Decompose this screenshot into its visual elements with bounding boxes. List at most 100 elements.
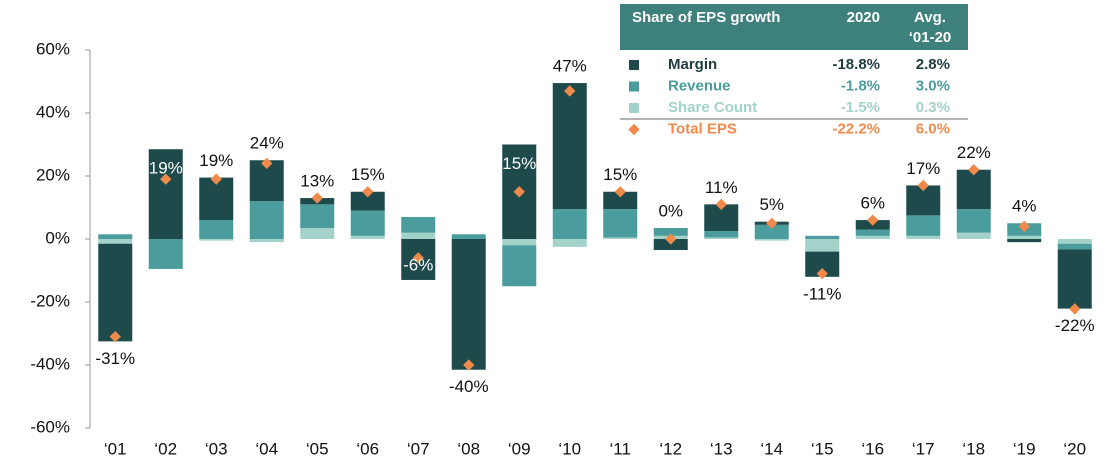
table-header: ‘01-20 bbox=[909, 29, 952, 46]
bar-segment bbox=[956, 209, 991, 233]
x-tick-label: ‘05 bbox=[306, 439, 329, 458]
x-tick-label: ‘07 bbox=[407, 439, 430, 458]
bar-segment bbox=[350, 210, 385, 236]
legend-swatch bbox=[629, 81, 639, 92]
bar-segment bbox=[704, 237, 739, 239]
data-label: 0% bbox=[658, 201, 683, 220]
bar-segment bbox=[148, 149, 183, 239]
table-cell: 0.3% bbox=[916, 99, 950, 116]
data-label: 4% bbox=[1012, 197, 1037, 216]
bar-segment bbox=[552, 83, 587, 210]
table-cell: Revenue bbox=[668, 77, 731, 94]
total-marker bbox=[1069, 303, 1081, 315]
data-label: 6% bbox=[860, 194, 885, 213]
x-tick-label: ‘14 bbox=[760, 439, 783, 458]
table-header-bg bbox=[620, 4, 968, 50]
x-tick-label: ‘16 bbox=[861, 439, 884, 458]
data-label: 19% bbox=[199, 151, 233, 170]
legend-swatch bbox=[629, 60, 639, 70]
total-marker bbox=[311, 192, 323, 204]
bar-segment bbox=[603, 237, 638, 239]
total-marker bbox=[210, 173, 222, 185]
table-header: Share of EPS growth bbox=[632, 9, 780, 26]
data-label: -11% bbox=[803, 284, 841, 303]
data-label: 47% bbox=[553, 57, 587, 76]
x-tick-label: ‘19 bbox=[1013, 439, 1036, 458]
total-marker bbox=[867, 214, 879, 226]
data-label: -40% bbox=[449, 377, 489, 396]
data-label: 24% bbox=[250, 134, 284, 153]
total-marker bbox=[715, 198, 727, 211]
x-tick-label: ‘17 bbox=[912, 439, 935, 458]
bar-segment bbox=[906, 235, 941, 239]
data-label: 19% bbox=[149, 159, 183, 178]
bar-segment bbox=[805, 239, 840, 252]
bar-segment bbox=[855, 229, 890, 236]
y-tick-label: 0% bbox=[45, 228, 70, 247]
bar-segment bbox=[350, 191, 385, 211]
y-tick-label: 20% bbox=[36, 165, 70, 184]
table-cell: -1.5% bbox=[841, 99, 880, 116]
total-marker bbox=[160, 173, 172, 185]
table-cell: Share Count bbox=[668, 99, 757, 116]
bar-segment bbox=[704, 231, 739, 238]
bar-segment bbox=[603, 191, 638, 210]
x-tick-label: ‘15 bbox=[811, 439, 834, 458]
bar-segment bbox=[1007, 235, 1042, 239]
bar-segment bbox=[754, 224, 789, 239]
bar-segment bbox=[249, 239, 284, 243]
x-tick-label: ‘03 bbox=[205, 439, 228, 458]
x-tick-label: ‘01 bbox=[104, 439, 127, 458]
bar-segment bbox=[906, 215, 941, 236]
total-marker bbox=[665, 233, 677, 245]
bar-segment bbox=[754, 239, 789, 241]
table-header: 2020 bbox=[847, 9, 880, 26]
y-tick-label: 60% bbox=[36, 39, 70, 58]
bar-segment bbox=[401, 216, 436, 233]
table-cell: -22.2% bbox=[832, 120, 880, 137]
data-label: -6% bbox=[403, 255, 433, 274]
bar-segment bbox=[98, 234, 133, 239]
total-marker bbox=[463, 359, 475, 371]
bar-segment bbox=[956, 169, 991, 210]
bar-segment bbox=[552, 209, 587, 239]
total-marker bbox=[261, 157, 273, 170]
bar-segment bbox=[401, 232, 436, 239]
total-marker bbox=[766, 217, 778, 229]
bar-segment bbox=[98, 239, 133, 244]
x-tick-label: ‘10 bbox=[558, 439, 581, 458]
y-tick-label: -40% bbox=[30, 354, 70, 373]
table-cell: Margin bbox=[668, 56, 717, 73]
bar-segment bbox=[653, 227, 688, 236]
bar-segment bbox=[249, 201, 284, 239]
table-cell: -18.8% bbox=[832, 56, 880, 73]
bar-segment bbox=[1057, 239, 1092, 244]
table-cell: 6.0% bbox=[916, 120, 950, 137]
x-tick-label: ‘04 bbox=[255, 439, 278, 458]
x-tick-label: ‘18 bbox=[962, 439, 985, 458]
total-marker bbox=[816, 267, 828, 280]
bar-segment bbox=[956, 232, 991, 239]
data-label: -31% bbox=[95, 349, 135, 368]
data-label: 15% bbox=[351, 165, 385, 184]
x-tick-label: ‘11 bbox=[610, 439, 631, 458]
total-marker bbox=[362, 186, 374, 198]
x-tick-label: ‘02 bbox=[154, 439, 177, 458]
data-label: 15% bbox=[603, 165, 637, 184]
x-tick-label: ‘12 bbox=[659, 439, 682, 458]
x-tick-label: ‘13 bbox=[710, 439, 733, 458]
bar-segment bbox=[552, 239, 587, 247]
total-marker bbox=[917, 179, 929, 192]
table-cell: -1.8% bbox=[841, 77, 880, 94]
total-marker bbox=[412, 252, 424, 264]
total-marker bbox=[614, 186, 626, 198]
bar-segment bbox=[350, 235, 385, 239]
total-marker bbox=[1018, 220, 1030, 233]
bar-segment bbox=[148, 239, 183, 269]
y-tick-label: -20% bbox=[30, 291, 70, 310]
table-bg bbox=[620, 50, 968, 142]
table-header: Avg. bbox=[914, 9, 946, 26]
bar-segment bbox=[451, 239, 486, 370]
bar-segment bbox=[199, 239, 234, 241]
bar-segment bbox=[502, 245, 537, 287]
